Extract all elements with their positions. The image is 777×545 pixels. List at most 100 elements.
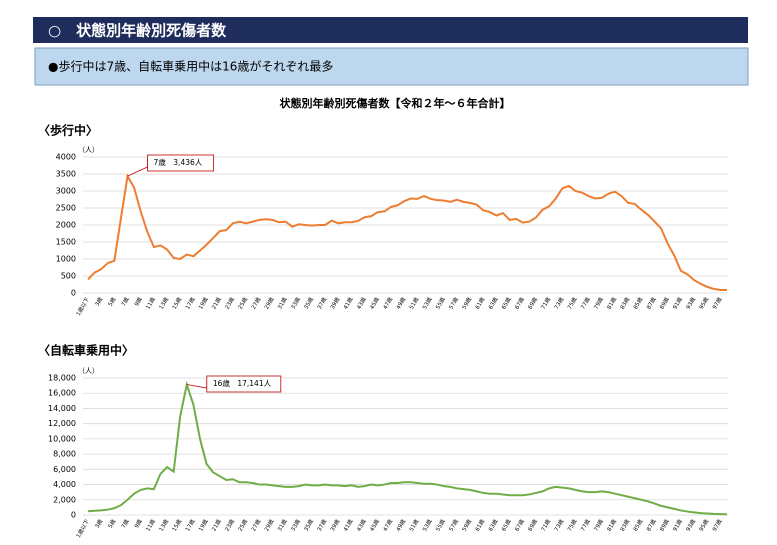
x-tick-label: 23歳	[223, 517, 236, 532]
chart-title: 〈自転車乗用中〉	[38, 343, 134, 358]
x-tick-label: 89歳	[658, 517, 671, 532]
x-tick-label: 77歳	[579, 295, 592, 310]
y-tick-label: 1000	[56, 255, 76, 264]
x-tick-label: 19歳	[196, 295, 209, 310]
x-tick-label: 45歳	[368, 295, 381, 310]
y-tick-label: 16,000	[48, 389, 76, 398]
x-tick-label: 69歳	[526, 295, 539, 310]
annotation-callout	[186, 380, 208, 389]
x-tick-label: 65歳	[499, 295, 512, 310]
figure-title: 状態別年齢別死傷者数【令和２年～６年合計】	[280, 96, 511, 110]
x-tick-label: 35歳	[302, 517, 315, 532]
x-tick-label: 9歳	[132, 295, 144, 307]
x-tick-label: 43歳	[355, 295, 368, 310]
x-tick-label: 7歳	[119, 517, 131, 529]
x-tick-label: 53歳	[420, 517, 433, 532]
x-tick-label: 41歳	[341, 517, 354, 532]
x-tick-label: 71歳	[539, 517, 552, 532]
y-tick-label: 14,000	[48, 404, 76, 413]
x-tick-label: 49歳	[394, 295, 407, 310]
x-tick-label: 57歳	[447, 295, 460, 310]
x-tick-label: 5歳	[106, 517, 118, 529]
x-tick-label: 75歳	[565, 295, 578, 310]
y-tick-label: 2500	[56, 204, 76, 213]
y-tick-label: 10,000	[48, 434, 76, 443]
annotation-text: 16歳 17,141人	[213, 378, 272, 388]
y-tick-label: 18,000	[48, 374, 76, 383]
y-tick-label: 8,000	[53, 450, 76, 459]
x-tick-label: 51歳	[407, 295, 420, 310]
x-tick-label: 31歳	[275, 517, 288, 532]
x-tick-label: 37歳	[315, 295, 328, 310]
y-tick-label: 6,000	[53, 465, 76, 474]
x-tick-label: 79歳	[592, 517, 605, 532]
x-tick-label: 25歳	[236, 295, 249, 310]
x-tick-label: 13歳	[157, 517, 170, 532]
y-tick-label: 3500	[56, 170, 76, 179]
x-tick-label: 91歳	[671, 295, 684, 310]
x-tick-label: 1歳以下	[74, 295, 91, 317]
x-tick-label: 35歳	[302, 295, 315, 310]
x-tick-label: 55歳	[434, 295, 447, 310]
x-tick-label: 5歳	[106, 295, 118, 307]
y-tick-label: 500	[61, 272, 76, 281]
x-tick-label: 3歳	[93, 517, 105, 529]
x-tick-label: 49歳	[394, 517, 407, 532]
x-tick-label: 69歳	[526, 517, 539, 532]
x-tick-label: 81歳	[605, 295, 618, 310]
y-tick-label: 2,000	[53, 495, 76, 504]
x-tick-label: 39歳	[328, 517, 341, 532]
x-tick-label: 75歳	[565, 517, 578, 532]
chart-title: 〈歩行中〉	[38, 123, 98, 138]
x-tick-label: 21歳	[210, 295, 223, 310]
x-tick-label: 27歳	[249, 295, 262, 310]
x-tick-label: 59歳	[460, 295, 473, 310]
x-tick-label: 33歳	[289, 295, 302, 310]
x-tick-label: 23歳	[223, 295, 236, 310]
x-tick-label: 61歳	[473, 295, 486, 310]
x-tick-label: 89歳	[658, 295, 671, 310]
x-tick-label: 39歳	[328, 295, 341, 310]
y-tick-label: 0	[71, 511, 76, 520]
x-tick-label: 87歳	[644, 295, 657, 310]
x-tick-label: 83歳	[618, 295, 631, 310]
x-tick-label: 55歳	[434, 517, 447, 532]
x-tick-label: 59歳	[460, 517, 473, 532]
header-title: ○ 状態別年齢別死傷者数	[48, 22, 227, 40]
x-tick-label: 93歳	[684, 517, 697, 532]
x-tick-label: 61歳	[473, 517, 486, 532]
annotation-box	[206, 375, 282, 393]
y-tick-label: 3000	[56, 187, 76, 196]
x-tick-label: 71歳	[539, 295, 552, 310]
x-tick-label: 85歳	[631, 295, 644, 310]
x-tick-label: 93歳	[684, 295, 697, 310]
note-text: ●歩行中は7歳、自転車乗用中は16歳がそれぞれ最多	[48, 59, 333, 74]
x-tick-label: 65歳	[499, 517, 512, 532]
x-tick-label: 63歳	[486, 517, 499, 532]
y-tick-label: 4000	[56, 153, 76, 162]
y-tick-label: 12,000	[48, 419, 76, 428]
x-tick-label: 33歳	[289, 517, 302, 532]
x-tick-label: 11歳	[144, 517, 157, 532]
x-tick-label: 73歳	[552, 295, 565, 310]
x-tick-label: 51歳	[407, 517, 420, 532]
y-tick-label: 4,000	[53, 480, 76, 489]
x-tick-label: 81歳	[605, 517, 618, 532]
x-tick-label: 97歳	[710, 517, 723, 532]
x-tick-label: 47歳	[381, 295, 394, 310]
x-tick-label: 43歳	[355, 517, 368, 532]
x-tick-label: 97歳	[710, 295, 723, 310]
y-unit: （人）	[78, 146, 99, 154]
note-box	[34, 47, 749, 86]
x-tick-label: 11歳	[144, 295, 157, 310]
x-tick-label: 13歳	[157, 295, 170, 310]
y-tick-label: 0	[71, 289, 76, 298]
x-tick-label: 67歳	[513, 517, 526, 532]
x-tick-label: 7歳	[119, 295, 131, 307]
x-tick-label: 19歳	[196, 517, 209, 532]
x-tick-label: 1歳以下	[74, 517, 91, 539]
x-tick-label: 95歳	[697, 295, 710, 310]
x-tick-label: 25歳	[236, 517, 249, 532]
